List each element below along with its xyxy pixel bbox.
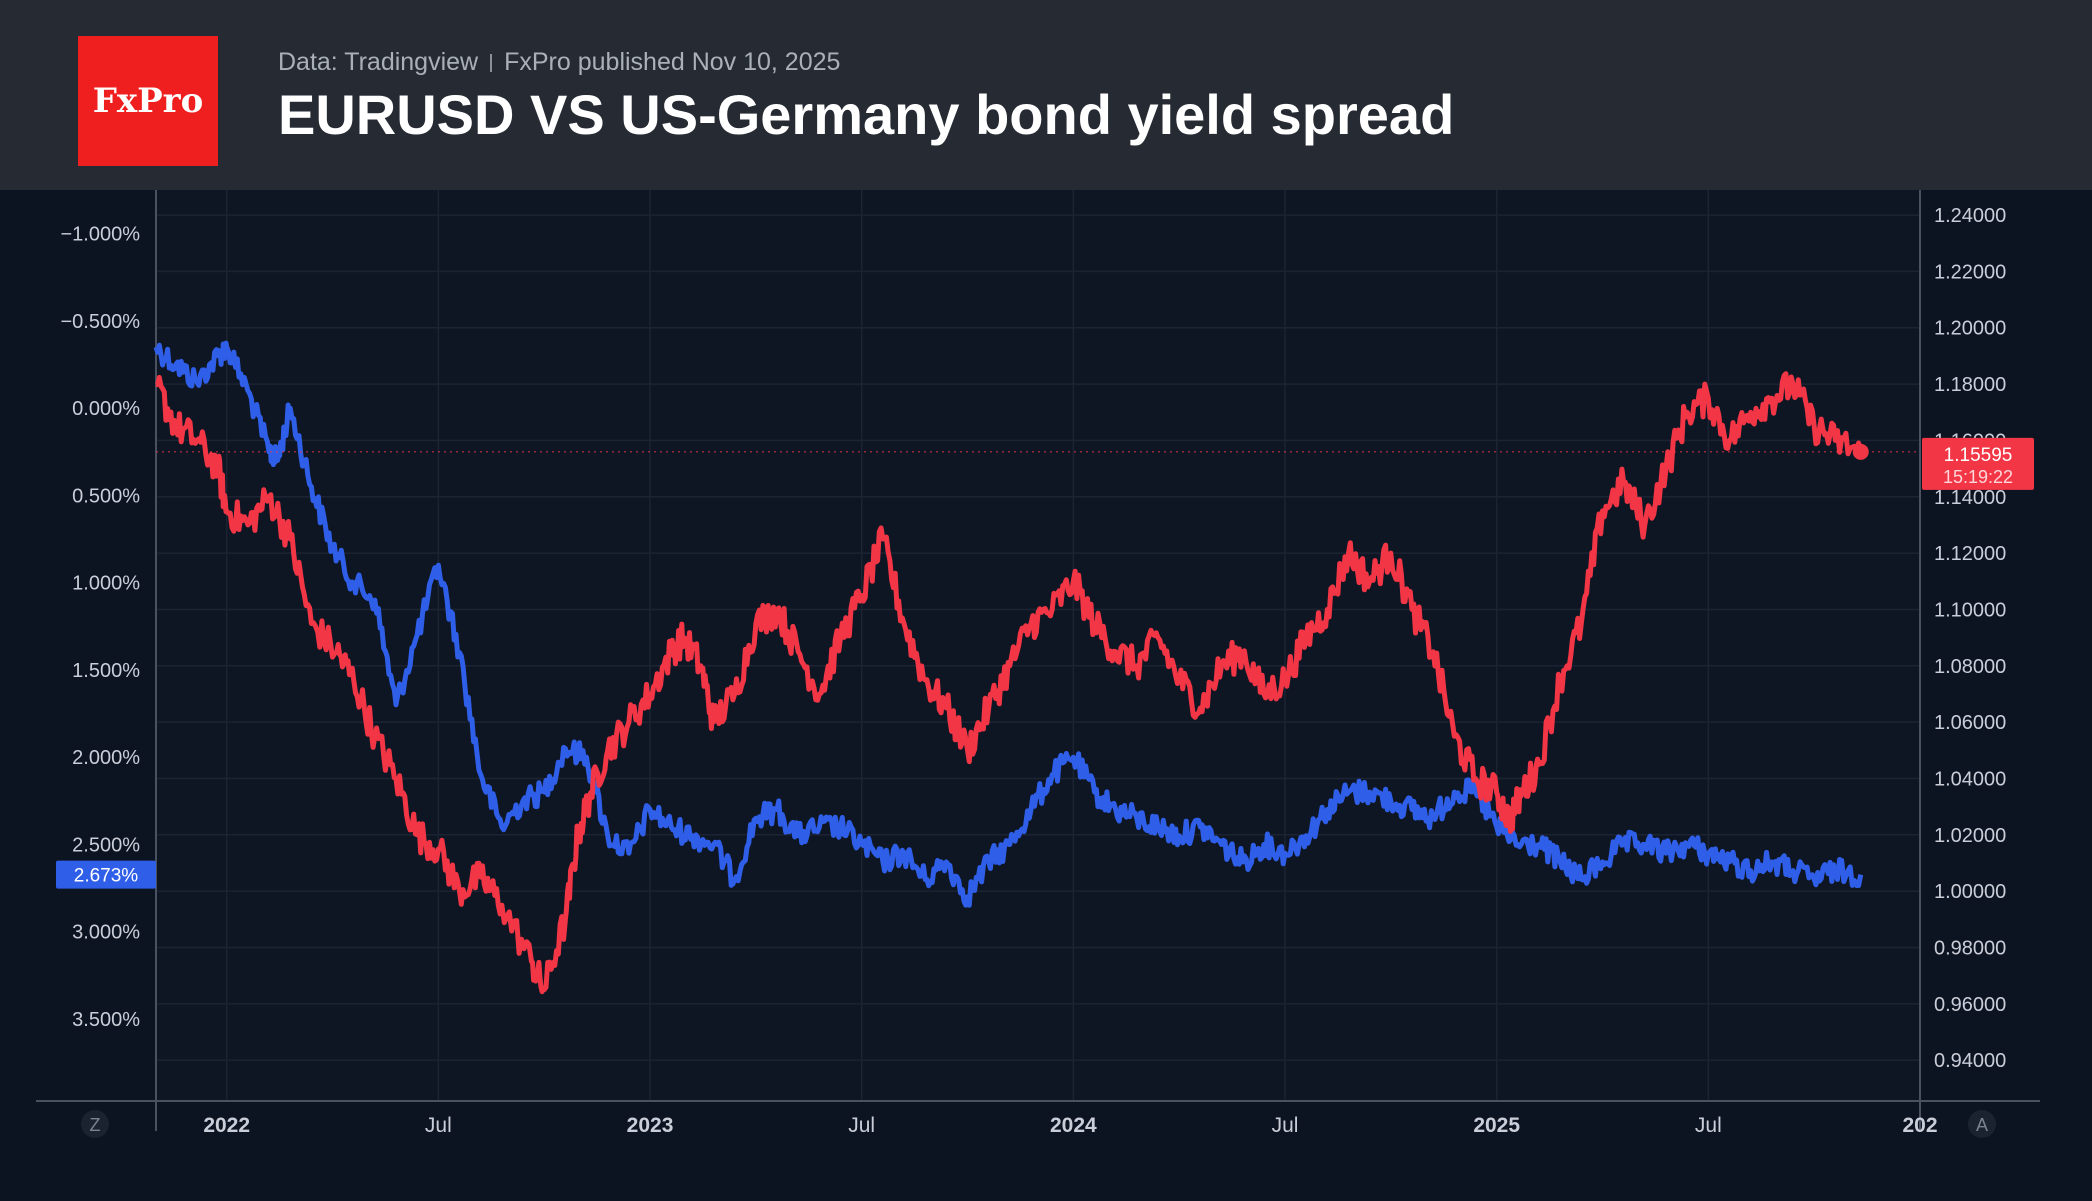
- corner-label[interactable]: Z: [90, 1115, 101, 1135]
- chart-header: FxPro Data: Tradingview FxPro published …: [0, 0, 2092, 190]
- right-tick-label: 1.06000: [1934, 712, 2006, 734]
- eurusd-price-badge: [1922, 437, 2034, 490]
- axes: [36, 190, 2040, 1131]
- x-tick-label: 2023: [627, 1114, 674, 1137]
- left-tick-label: 1.500%: [72, 660, 140, 682]
- right-tick-label: 1.20000: [1934, 318, 2006, 340]
- right-tick-label: 1.00000: [1934, 881, 2006, 903]
- right-tick-label: 0.96000: [1934, 994, 2006, 1016]
- spread-value-badge: [56, 860, 156, 889]
- series-layer: [153, 340, 1920, 995]
- plot-background: [156, 190, 1920, 1101]
- spread-line: [153, 340, 1864, 908]
- x-tick-label: Jul: [425, 1114, 452, 1137]
- eurusd-line: [155, 371, 1864, 995]
- left-tick-label: 3.000%: [72, 922, 140, 944]
- corner-badge[interactable]: [1968, 1110, 1996, 1138]
- corner-label[interactable]: A: [1976, 1115, 1988, 1135]
- right-tick-label: 1.02000: [1934, 825, 2006, 847]
- right-tick-label: 1.10000: [1934, 599, 2006, 621]
- eurusd-price-label: 1.15595: [1944, 445, 2013, 466]
- corner-badge[interactable]: [81, 1110, 109, 1138]
- left-tick-label: 2.000%: [72, 747, 140, 769]
- data-source: Data: Tradingview: [278, 48, 479, 76]
- countdown-label: 15:19:22: [1943, 467, 2013, 487]
- chart-title: EURUSD VS US-Germany bond yield spread: [278, 83, 1455, 146]
- right-tick-label: 1.22000: [1934, 261, 2006, 283]
- left-tick-label: 0.500%: [72, 485, 140, 507]
- right-tick-label: 1.08000: [1934, 656, 2006, 678]
- spread-value-label: 2.673%: [74, 866, 139, 887]
- meta-separator: [490, 53, 493, 72]
- right-tick-label: 1.04000: [1934, 768, 2006, 790]
- left-tick-label: 0.000%: [72, 398, 140, 420]
- chart-area: −1.000% −0.500% 0.000% 0.500% 1.000% 1.500% 2.…: [0, 190, 2092, 1196]
- left-tick-label: 3.500%: [72, 1009, 140, 1031]
- right-tick-label: 0.94000: [1934, 1050, 2006, 1072]
- dual-axis-line-chart: −1.000% −0.500% 0.000% 0.500% 1.000% 1.500% 2.…: [36, 190, 2040, 1138]
- x-tick-label: 2024: [1050, 1114, 1097, 1137]
- left-tick-label: 2.500%: [72, 834, 140, 856]
- right-tick-label: 1.14000: [1934, 487, 2006, 509]
- left-tick-label: −0.500%: [60, 311, 140, 333]
- eurusd-last-point: [1852, 443, 1869, 460]
- right-tick-label: 1.18000: [1934, 374, 2006, 396]
- grid: [156, 190, 1921, 1101]
- right-tick-label: 1.12000: [1934, 543, 2006, 565]
- x-tick-label: 2022: [203, 1114, 250, 1137]
- fxpro-logo: FxPro: [78, 36, 218, 166]
- right-tick-label: 0.98000: [1934, 937, 2006, 959]
- x-tick-label: 202: [1902, 1114, 1937, 1137]
- right-tick-label: 1.24000: [1934, 205, 2006, 227]
- axis-labels: −1.000% −0.500% 0.000% 0.500% 1.000% 1.500% 2.…: [56, 205, 2034, 1138]
- x-tick-label: 2025: [1473, 1114, 1520, 1137]
- x-tick-label: Jul: [1272, 1114, 1299, 1137]
- left-tick-label: 1.000%: [72, 573, 140, 595]
- chart-meta: Data: Tradingview FxPro published Nov 10…: [278, 48, 840, 77]
- left-tick-label: −1.000%: [60, 224, 140, 246]
- x-tick-label: Jul: [848, 1114, 875, 1137]
- x-tick-label: Jul: [1695, 1114, 1722, 1137]
- publish-info: FxPro published Nov 10, 2025: [504, 48, 841, 76]
